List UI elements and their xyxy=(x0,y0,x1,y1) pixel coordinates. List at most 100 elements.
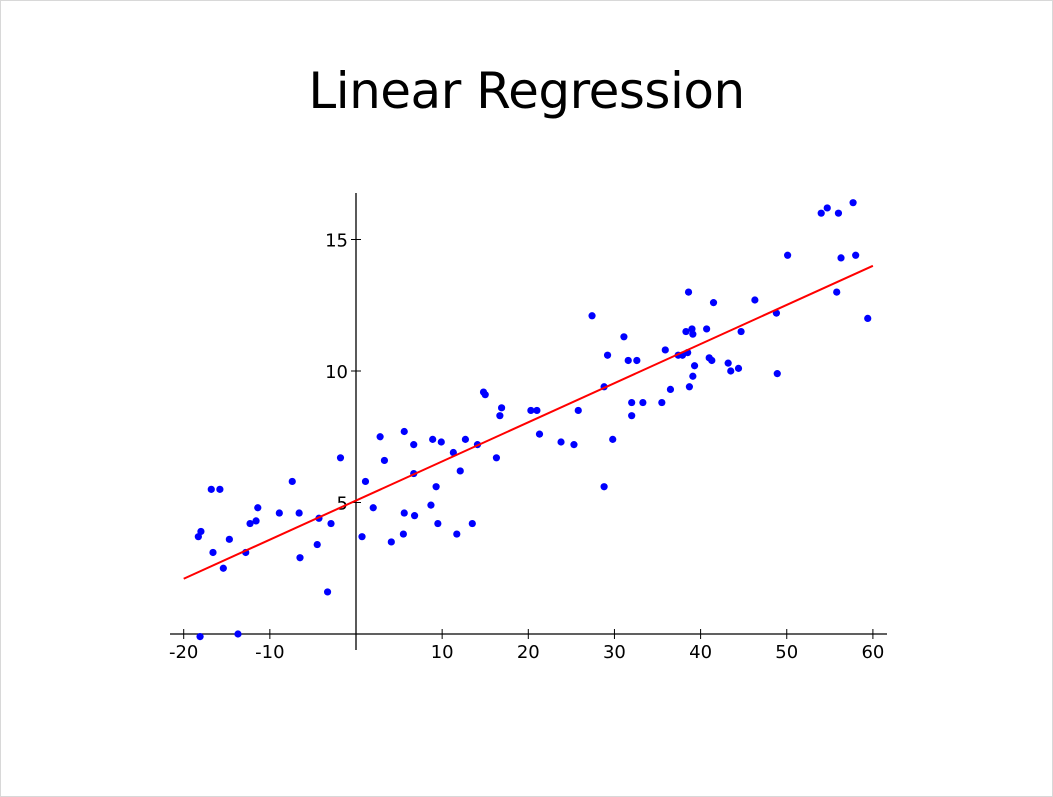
y-tick-label: 10 xyxy=(325,362,348,383)
data-point xyxy=(709,299,718,307)
data-point xyxy=(849,199,857,207)
data-point xyxy=(387,538,395,546)
data-point xyxy=(609,435,617,443)
data-point xyxy=(628,398,636,407)
data-point xyxy=(429,435,437,443)
data-point xyxy=(296,554,304,562)
data-point xyxy=(703,325,711,333)
data-point xyxy=(399,530,407,538)
data-point xyxy=(684,288,693,296)
data-point xyxy=(588,312,596,320)
data-point xyxy=(834,209,843,217)
slide-title: Linear Regression xyxy=(308,62,745,120)
data-point xyxy=(533,406,541,415)
data-point xyxy=(427,501,435,509)
data-point xyxy=(724,359,732,367)
data-point xyxy=(434,519,442,528)
data-point xyxy=(376,433,384,441)
data-point xyxy=(527,406,535,415)
data-point xyxy=(461,435,470,443)
data-point xyxy=(327,519,335,528)
data-point xyxy=(456,467,464,475)
data-point xyxy=(690,362,699,370)
data-point xyxy=(468,519,476,528)
data-point xyxy=(689,372,697,380)
x-tick-label: 40 xyxy=(689,642,712,663)
data-point xyxy=(837,254,845,262)
data-point xyxy=(737,327,745,336)
x-tick-label: 50 xyxy=(775,642,798,663)
data-point xyxy=(197,527,205,536)
data-point xyxy=(400,509,408,517)
data-point xyxy=(685,383,694,391)
x-tick-label: 60 xyxy=(861,642,884,663)
data-point xyxy=(639,398,647,407)
data-point xyxy=(358,533,366,541)
data-point xyxy=(624,356,632,365)
data-point xyxy=(727,367,735,375)
data-point xyxy=(734,364,743,372)
data-point xyxy=(817,209,825,217)
data-point xyxy=(658,398,666,407)
x-tick-label: 30 xyxy=(603,642,626,663)
data-point xyxy=(603,351,612,359)
data-point xyxy=(234,630,242,638)
data-point xyxy=(751,296,759,304)
data-point xyxy=(823,204,831,212)
data-point xyxy=(225,535,233,543)
data-point xyxy=(369,504,377,512)
data-point xyxy=(574,406,582,415)
data-point xyxy=(449,448,457,457)
data-point xyxy=(496,412,504,420)
data-point xyxy=(481,391,489,399)
data-point xyxy=(207,485,215,493)
data-point xyxy=(628,412,636,420)
data-point xyxy=(323,588,332,596)
data-point xyxy=(453,530,461,538)
x-tick-label: -20 xyxy=(169,642,198,663)
data-point xyxy=(196,633,204,641)
data-point xyxy=(410,512,419,520)
data-point xyxy=(336,454,345,462)
data-point xyxy=(209,548,217,557)
data-point xyxy=(254,504,262,512)
data-point xyxy=(252,517,260,525)
data-point xyxy=(410,441,418,449)
data-point xyxy=(216,485,224,493)
data-point xyxy=(570,441,578,449)
data-point xyxy=(682,327,690,336)
x-tick-label: 20 xyxy=(517,642,540,663)
data-point xyxy=(784,251,792,259)
data-point xyxy=(313,540,321,549)
data-point xyxy=(380,456,389,465)
data-point xyxy=(833,288,841,296)
x-tick-label: 10 xyxy=(431,642,454,663)
data-point xyxy=(497,404,506,412)
data-point xyxy=(620,333,628,341)
y-tick-label: 5 xyxy=(337,494,348,515)
data-point xyxy=(600,483,608,491)
data-point xyxy=(633,356,641,365)
data-point xyxy=(288,477,296,486)
data-point xyxy=(708,356,716,365)
data-point xyxy=(535,430,544,438)
data-point xyxy=(661,346,669,354)
data-point xyxy=(852,251,860,259)
data-point xyxy=(437,438,445,446)
data-point xyxy=(773,370,781,378)
data-point xyxy=(432,483,440,491)
data-point xyxy=(666,385,675,394)
data-point xyxy=(689,330,697,338)
data-point xyxy=(275,509,283,517)
x-tick-label: -10 xyxy=(255,642,284,663)
data-point xyxy=(295,509,303,517)
data-point xyxy=(219,564,227,572)
data-point xyxy=(400,427,408,436)
data-point xyxy=(246,519,254,528)
data-point xyxy=(492,454,501,462)
data-point xyxy=(361,477,370,486)
data-point xyxy=(864,314,872,322)
data-point xyxy=(557,438,565,446)
